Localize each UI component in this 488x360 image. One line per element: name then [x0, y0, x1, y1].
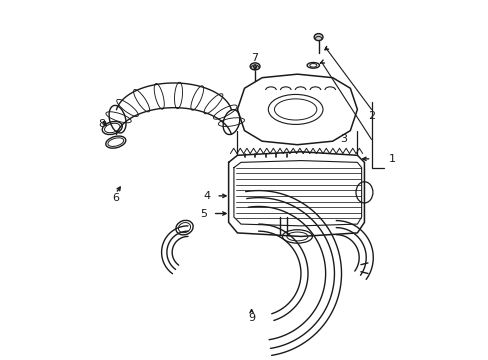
- Text: 9: 9: [247, 312, 255, 323]
- Text: 3: 3: [339, 134, 346, 144]
- Polygon shape: [228, 152, 364, 237]
- Ellipse shape: [313, 33, 323, 41]
- Ellipse shape: [250, 63, 260, 70]
- Text: 7: 7: [251, 53, 258, 63]
- Text: 2: 2: [367, 112, 374, 121]
- Text: 8: 8: [98, 118, 105, 129]
- Text: 5: 5: [200, 208, 207, 219]
- Text: 1: 1: [388, 154, 395, 164]
- Text: 6: 6: [112, 193, 119, 203]
- Text: 4: 4: [203, 191, 211, 201]
- Polygon shape: [237, 74, 357, 145]
